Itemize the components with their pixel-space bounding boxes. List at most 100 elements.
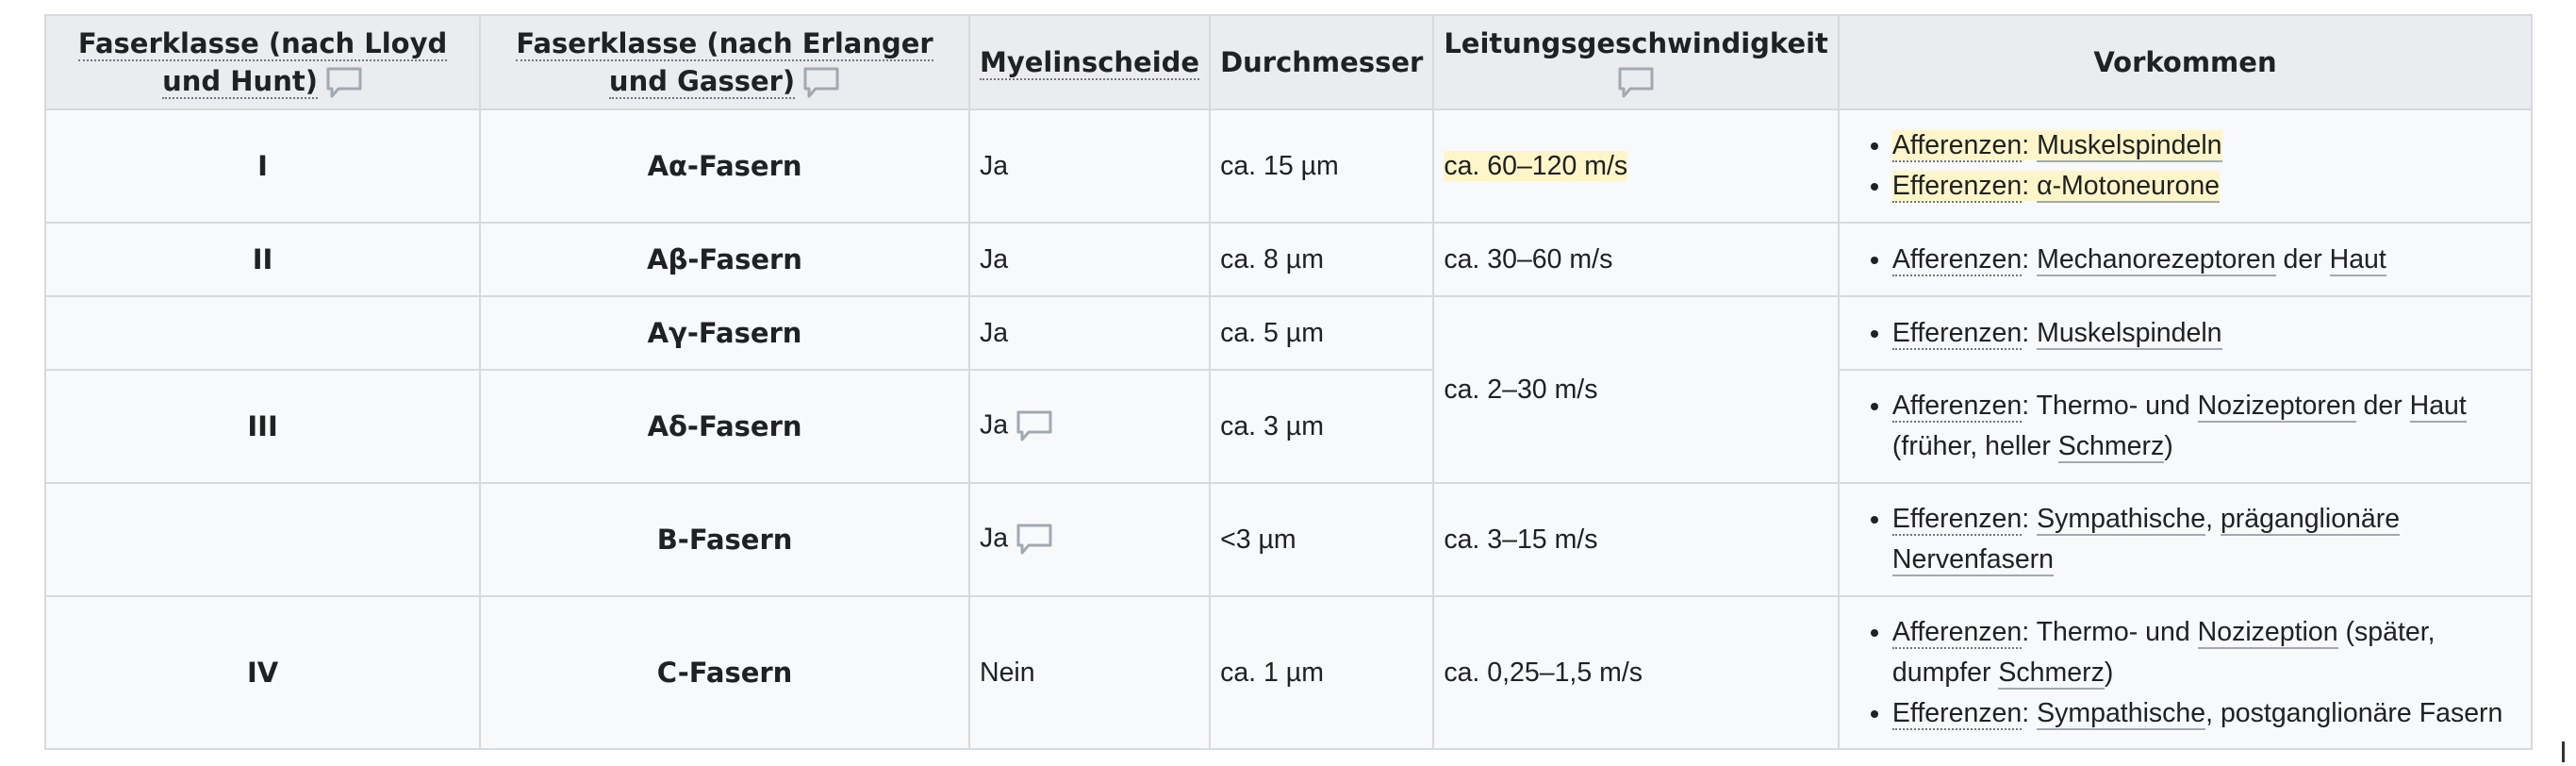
cell-lloyd-hunt: III [43,369,482,484]
cell-durchmesser: ca. 1 µm [1209,595,1435,750]
list-item: Afferenzen: Mechanorezeptoren der Haut [1891,240,2521,280]
cell-erlanger-gasser: Aδ-Fasern [479,369,970,484]
plain-text: , postganglionäre Fasern [2205,697,2503,728]
table-row: III Aδ-Fasern Ja ca. 3 µm Afferenzen: Th… [43,369,2534,484]
header-durchmesser-label: Durchmesser [1220,46,1424,78]
separator-text: : [2022,171,2038,201]
header-durchmesser: Durchmesser [1209,14,1435,110]
cell-durchmesser: ca. 3 µm [1209,369,1435,484]
cell-erlanger-gasser: C-Fasern [479,595,970,750]
link-nozizeptoren[interactable]: Nozizeptoren [2197,391,2356,423]
table-row: B-Fasern Ja <3 µm ca. 3–15 m/s Efferenze… [43,482,2534,597]
link-nozizeption[interactable]: Nozizeption [2197,616,2338,649]
header-myelinscheide-label[interactable]: Myelinscheide [979,46,1200,80]
cell-erlanger-gasser: Aα-Fasern [479,108,970,224]
header-erlanger-gasser: Faserklasse (nach Erlanger und Gasser) [479,14,970,110]
cell-leitungsgeschwindigkeit: ca. 3–15 m/s [1432,482,1840,597]
header-row: Faserklasse (nach Lloyd und Hunt) Faserk… [43,14,2534,110]
comment-icon[interactable] [802,66,840,100]
header-myelinscheide: Myelinscheide [967,14,1212,110]
link-sympathische[interactable]: Sympathische [2037,697,2206,730]
comment-icon[interactable] [1617,66,1655,100]
fiber-classes-table: Faserklasse (nach Lloyd und Hunt) Faserk… [43,14,2534,750]
cell-myelinscheide: Ja [967,222,1212,297]
link-haut[interactable]: Haut [2409,391,2467,423]
link-efferenzen[interactable]: Efferenzen [1891,171,2023,203]
myelin-value: Ja [979,523,1009,554]
list-item: Efferenzen: Sympathische, postganglionär… [1891,693,2521,734]
plain-text: (früher, heller [1891,431,2058,461]
link-alpha-motoneurone[interactable]: α-Motoneurone [2037,171,2221,203]
separator-text: : [2022,504,2038,534]
header-leitungsgeschwindigkeit: Leitungsgeschwindigkeit [1432,14,1840,110]
comment-icon[interactable] [325,66,363,100]
separator-text: : [2022,243,2038,275]
cell-lloyd-hunt: I [43,108,482,224]
cell-erlanger-gasser: B-Fasern [479,482,970,597]
table-row: Aγ-Fasern Ja ca. 5 µm ca. 2–30 m/s Effer… [43,295,2534,484]
list-item: Afferenzen: Thermo- und Nozizeptoren der… [1891,386,2521,467]
cell-vorkommen: Afferenzen: Thermo- und Nozizeptoren der… [1837,369,2534,484]
link-muskelspindeln[interactable]: Muskelspindeln [2037,317,2222,350]
cell-lloyd-hunt [43,295,482,371]
cell-durchmesser: <3 µm [1209,482,1435,597]
separator-text: : [2022,130,2038,160]
link-praeganglionaere-nervenfasern[interactable]: präganglionäre Nervenfasern [1891,504,2401,576]
cell-myelinscheide: Nein [967,595,1212,750]
cell-lloyd-hunt: IV [43,595,482,750]
list-item: Afferenzen: Muskelspindeln [1891,125,2521,166]
plain-text: ) [2164,431,2173,461]
cell-leitungsgeschwindigkeit: ca. 2–30 m/s [1432,295,1840,484]
link-sympathische[interactable]: Sympathische [2037,504,2206,536]
separator-text: : [2022,697,2038,728]
table-row: IV C-Fasern Nein ca. 1 µm ca. 0,25–1,5 m… [43,595,2534,750]
comment-icon[interactable] [1016,409,1053,443]
cell-leitungsgeschwindigkeit: ca. 30–60 m/s [1432,222,1840,297]
cell-vorkommen: Afferenzen: Thermo- und Nozizeption (spä… [1837,595,2534,750]
header-lloyd-hunt: Faserklasse (nach Lloyd und Hunt) [43,14,482,110]
cell-lloyd-hunt [43,482,482,597]
plain-text: , [2205,504,2221,534]
comment-icon[interactable] [1016,523,1053,557]
text-cursor [2562,741,2565,762]
link-efferenzen[interactable]: Efferenzen [1891,504,2023,536]
cell-myelinscheide: Ja [967,369,1212,484]
header-lloyd-hunt-label[interactable]: Faserklasse (nach Lloyd und Hunt) [77,27,448,99]
header-erlanger-gasser-label[interactable]: Faserklasse (nach Erlanger und Gasser) [516,27,933,99]
cell-durchmesser: ca. 15 µm [1209,108,1435,224]
myelin-value: Ja [979,409,1009,441]
plain-text: der [2275,243,2330,275]
highlighted-value: ca. 60–120 m/s [1444,150,1628,181]
list-item: Efferenzen: Muskelspindeln [1891,313,2521,354]
header-leitungsgeschwindigkeit-label: Leitungsgeschwindigkeit [1444,27,1828,59]
cell-erlanger-gasser: Aγ-Fasern [479,295,970,371]
cell-vorkommen: Afferenzen: Mechanorezeptoren der Haut [1837,222,2534,297]
link-efferenzen[interactable]: Efferenzen [1891,317,2023,350]
list-item: Efferenzen: α-Motoneurone [1891,166,2521,207]
list-item: Afferenzen: Thermo- und Nozizeption (spä… [1891,612,2521,693]
plain-text: : Thermo- und [2022,391,2198,421]
link-afferenzen[interactable]: Afferenzen [1891,391,2023,423]
link-mechanorezeptoren[interactable]: Mechanorezeptoren [2037,243,2276,276]
plain-text: ) [2104,657,2114,688]
link-efferenzen[interactable]: Efferenzen [1891,697,2023,730]
link-muskelspindeln[interactable]: Muskelspindeln [2037,130,2222,162]
table-row: II Aβ-Fasern Ja ca. 8 µm ca. 30–60 m/s A… [43,222,2534,297]
header-vorkommen: Vorkommen [1837,14,2534,110]
link-schmerz[interactable]: Schmerz [2057,431,2165,463]
plain-text: (später, dumpfer [1891,616,2436,688]
link-afferenzen[interactable]: Afferenzen [1891,243,2023,276]
table-row: I Aα-Fasern Ja ca. 15 µm ca. 60–120 m/s … [43,108,2534,224]
cell-vorkommen: Afferenzen: Muskelspindeln Efferenzen: α… [1837,108,2534,224]
link-afferenzen[interactable]: Afferenzen [1891,130,2023,162]
link-haut[interactable]: Haut [2329,243,2386,276]
cell-vorkommen: Efferenzen: Sympathische, präganglionäre… [1837,482,2534,597]
cell-leitungsgeschwindigkeit: ca. 60–120 m/s [1432,108,1840,224]
link-schmerz[interactable]: Schmerz [1998,657,2105,690]
header-vorkommen-label: Vorkommen [2093,46,2277,78]
separator-text: : [2022,317,2038,348]
cell-myelinscheide: Ja [967,482,1212,597]
link-afferenzen[interactable]: Afferenzen [1891,616,2023,649]
cell-myelinscheide: Ja [967,295,1212,371]
cell-durchmesser: ca. 5 µm [1209,295,1435,371]
